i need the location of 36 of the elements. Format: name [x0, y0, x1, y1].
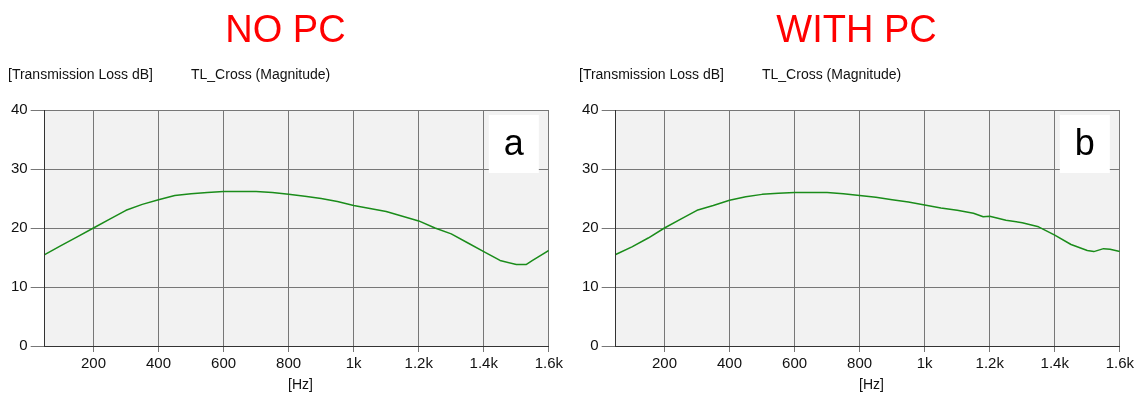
y-tick-label: 20: [11, 218, 28, 236]
x-tick-label: 600: [211, 354, 237, 372]
x-tick-label: 200: [651, 354, 677, 372]
chart-title: WITH PC: [775, 8, 938, 51]
x-axis-title: [Hz]: [858, 376, 885, 392]
x-tick-label: 1.2k: [404, 354, 434, 372]
x-tick-label: 1.4k: [1040, 354, 1070, 372]
x-tick-label: 400: [717, 354, 743, 372]
y-tick-label: 40: [582, 100, 599, 118]
y-axis-title: [Transmission Loss dB]: [579, 66, 724, 82]
y-tick-label: 0: [590, 336, 599, 354]
chart-subtitle: TL_Cross (Magnitude): [190, 66, 331, 82]
x-tick-label: 1k: [916, 354, 934, 372]
y-tick-label: 10: [582, 277, 599, 295]
x-axis-title: [Hz]: [287, 376, 314, 392]
y-tick-label: 10: [11, 277, 28, 295]
x-tick-label: 800: [847, 354, 873, 372]
x-tick-label: 800: [276, 354, 302, 372]
x-tick-label: 1k: [345, 354, 363, 372]
chart-title: NO PC: [224, 8, 347, 51]
annotation: a: [503, 121, 525, 163]
x-tick-label: 200: [80, 354, 106, 372]
x-tick-label: 400: [146, 354, 172, 372]
annotation: b: [1074, 121, 1095, 163]
x-tick-label: 1.6k: [534, 354, 564, 372]
y-tick-label: 30: [11, 159, 28, 177]
y-tick-label: 20: [582, 218, 599, 236]
y-tick-label: 0: [19, 336, 28, 354]
x-tick-label: 1.6k: [1105, 354, 1135, 372]
y-tick-label: 40: [11, 100, 28, 118]
chart-subtitle: TL_Cross (Magnitude): [761, 66, 902, 82]
x-tick-label: 600: [782, 354, 808, 372]
y-axis-title: [Transmission Loss dB]: [8, 66, 153, 82]
y-tick-label: 30: [582, 159, 599, 177]
x-tick-label: 1.4k: [469, 354, 499, 372]
x-tick-label: 1.2k: [975, 354, 1005, 372]
